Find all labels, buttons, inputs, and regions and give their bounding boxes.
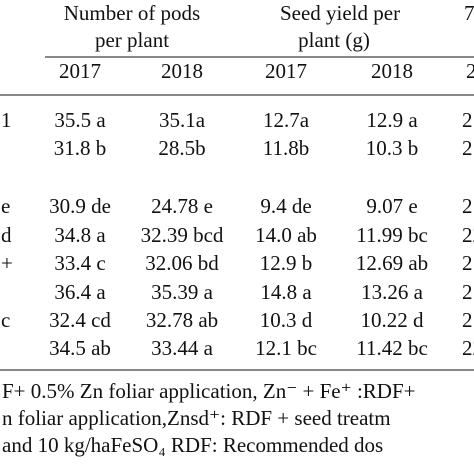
table-cell: 14.8 a	[260, 280, 312, 304]
edge-text: +	[1, 251, 13, 275]
group-header: per plant	[95, 28, 169, 52]
table-cell: 12.7a	[263, 108, 310, 132]
table-cell: 9.07 e	[366, 194, 417, 218]
table-cell: 28.5b	[158, 136, 205, 160]
table-cell: 10.3 b	[366, 136, 419, 160]
edge-text: d	[1, 223, 12, 247]
table-cell: 33.4 c	[54, 251, 105, 275]
edge-text: 2	[462, 308, 473, 332]
table-cell: 12.1 bc	[255, 336, 317, 360]
footnote: and 10 kg/haFeSO₄ RDF: Recommended dos	[2, 433, 383, 457]
year-header: 2017	[59, 59, 101, 83]
year-header: 2017	[265, 59, 307, 83]
group-header: Seed yield per	[280, 1, 400, 25]
edge-text: 22	[462, 223, 474, 247]
table-cell: 32.4 cd	[49, 308, 111, 332]
edge-text: 2	[462, 194, 473, 218]
edge-text: 2	[466, 59, 474, 83]
table-cell: 11.42 bc	[356, 336, 428, 360]
table-cell: 14.0 ab	[255, 223, 317, 247]
year-header: 2018	[161, 59, 203, 83]
edge-text: c	[1, 308, 10, 332]
table-cell: 12.9 a	[366, 108, 418, 132]
table-cell: 11.99 bc	[356, 223, 428, 247]
table-cell: 32.78 ab	[146, 308, 218, 332]
edge-text: e	[1, 194, 10, 218]
table-cell: 35.1a	[159, 108, 206, 132]
footnote: F+ 0.5% Zn foliar application, Zn⁻ + Fe⁺…	[2, 379, 416, 403]
group-header: plant (g)	[298, 28, 370, 52]
edge-text: 2	[462, 136, 473, 160]
table-cell: 32.06 bd	[145, 251, 219, 275]
table-cell: 9.4 de	[260, 194, 311, 218]
table-cell: 35.39 a	[151, 280, 214, 304]
edge-text: 1	[1, 108, 12, 132]
table-cell: 33.44 a	[151, 336, 214, 360]
edge-text: 22	[462, 336, 474, 360]
group-header: Number of pods	[64, 1, 200, 25]
edge-text: 7	[464, 1, 474, 25]
table-cell: 34.5 ab	[49, 336, 111, 360]
table-cell: 11.8b	[263, 136, 309, 160]
table-cell: 35.5 a	[54, 108, 106, 132]
edge-text: 2	[462, 251, 473, 275]
table-cell: 36.4 a	[54, 280, 106, 304]
edge-text: 2	[462, 108, 473, 132]
year-header: 2018	[371, 59, 413, 83]
table-cell: 30.9 de	[49, 194, 111, 218]
table-cell: 13.26 a	[361, 280, 424, 304]
table-cell: 10.22 d	[361, 308, 425, 332]
footnote: n foliar application,Znsd⁺: RDF + seed t…	[2, 406, 391, 430]
table-cell: 34.8 a	[54, 223, 106, 247]
table-cell: 24.78 e	[151, 194, 213, 218]
table-cell: 31.8 b	[54, 136, 107, 160]
table-cell: 12.69 ab	[356, 251, 428, 275]
table-cell: 32.39 bcd	[141, 223, 224, 247]
edge-text: 2	[462, 280, 473, 304]
table-cell: 10.3 d	[260, 308, 313, 332]
table-cell: 12.9 b	[260, 251, 313, 275]
